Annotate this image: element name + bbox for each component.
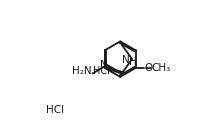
Text: HCl: HCl bbox=[93, 66, 110, 76]
Text: HCl: HCl bbox=[46, 105, 64, 115]
Text: CH₃: CH₃ bbox=[151, 63, 170, 73]
Text: O: O bbox=[144, 63, 152, 73]
Text: H₂N: H₂N bbox=[72, 66, 91, 76]
Text: N: N bbox=[121, 55, 129, 65]
Text: H: H bbox=[128, 57, 136, 67]
Text: N: N bbox=[100, 60, 108, 70]
